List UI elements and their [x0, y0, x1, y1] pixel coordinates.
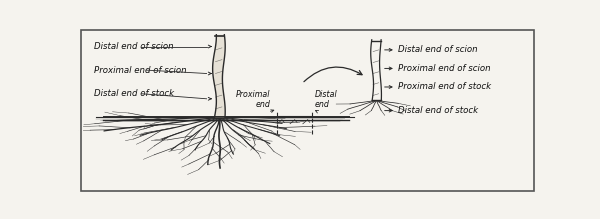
Text: Proximal end of scion: Proximal end of scion	[398, 64, 491, 73]
Text: Proximal
end: Proximal end	[236, 90, 270, 109]
Text: Proximal end of scion: Proximal end of scion	[94, 66, 186, 75]
Text: Distal end of scion: Distal end of scion	[94, 42, 173, 51]
Text: Distal end of stock: Distal end of stock	[94, 89, 174, 98]
Text: Distal end of stock: Distal end of stock	[398, 106, 478, 115]
Text: Distal
end: Distal end	[314, 90, 337, 109]
Text: Distal end of scion: Distal end of scion	[398, 45, 478, 54]
FancyArrowPatch shape	[304, 67, 362, 82]
Text: Proximal end of stock: Proximal end of stock	[398, 83, 491, 92]
Polygon shape	[212, 35, 225, 117]
